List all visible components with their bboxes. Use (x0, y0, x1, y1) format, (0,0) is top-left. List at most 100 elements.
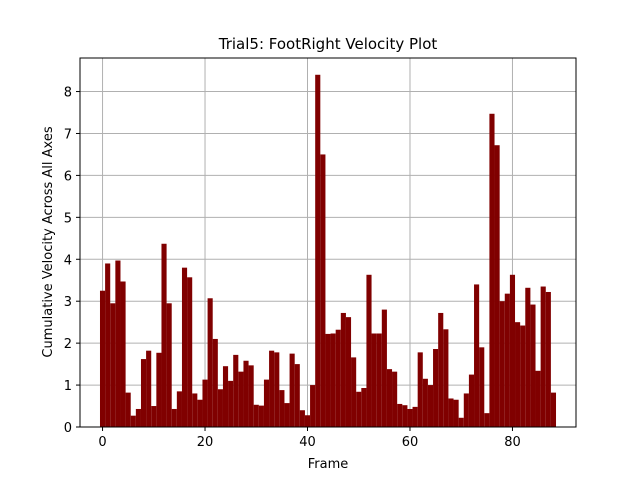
bar (351, 357, 357, 427)
x-tick-label: 60 (402, 435, 419, 450)
y-tick-label: 7 (64, 127, 72, 142)
bar (284, 403, 290, 427)
bar-series (99, 74, 557, 427)
bar (330, 333, 336, 427)
bar (376, 333, 382, 427)
bar (289, 353, 295, 427)
bar (494, 145, 500, 427)
bar (540, 286, 546, 427)
bar (120, 281, 126, 427)
x-tick-label: 80 (504, 435, 521, 450)
bar (130, 415, 136, 427)
plot-frame (79, 57, 577, 428)
bar (217, 389, 223, 427)
bar (499, 301, 505, 427)
bar (381, 309, 387, 427)
bar (105, 263, 111, 427)
bar (269, 350, 275, 427)
bar (315, 74, 321, 427)
y-tick-label: 3 (64, 295, 72, 310)
bar (258, 405, 264, 427)
y-tick-label: 0 (64, 421, 72, 436)
bar (228, 380, 234, 427)
bar (274, 352, 280, 427)
chart-title: Trial5: FootRight Velocity Plot (218, 35, 438, 53)
bar (192, 393, 198, 427)
bar (448, 398, 454, 427)
bar (248, 365, 254, 427)
bar (392, 371, 398, 427)
bar (294, 364, 300, 427)
bar (335, 329, 341, 427)
bar (525, 287, 531, 427)
bar (407, 408, 413, 427)
bar (356, 391, 362, 427)
bar (304, 415, 311, 427)
y-axis-ticks: 0 1 2 3 4 5 6 7 8 (64, 86, 80, 436)
bar (386, 369, 393, 427)
bar (340, 312, 346, 427)
bar (146, 350, 152, 427)
y-tick-label: 6 (64, 169, 72, 184)
bar (99, 290, 106, 427)
bar (366, 274, 372, 427)
bar (238, 371, 244, 427)
bar (325, 333, 331, 427)
y-tick-label: 5 (64, 211, 72, 226)
y-tick-label: 8 (64, 86, 72, 101)
bar (458, 417, 464, 427)
bar (433, 349, 439, 427)
bar (520, 325, 526, 427)
x-tick-label: 0 (98, 435, 106, 450)
x-axis-ticks: 0 20 40 60 80 (98, 427, 521, 450)
y-tick-label: 2 (64, 337, 72, 352)
bar (320, 154, 326, 427)
bar (233, 354, 239, 427)
bar (530, 304, 536, 427)
x-axis-label: Frame (308, 457, 349, 472)
bar (479, 347, 485, 427)
bar (176, 391, 182, 427)
bar (422, 378, 428, 427)
bar (515, 322, 521, 427)
bar (371, 333, 377, 427)
y-tick-label: 1 (64, 379, 72, 394)
bar (135, 408, 141, 427)
bar (161, 243, 167, 427)
bar (197, 399, 203, 427)
bar (463, 393, 469, 427)
y-axis-label: Cumulative Velocity Across All Axes (41, 126, 56, 357)
bar (222, 366, 229, 427)
x-tick-label: 20 (197, 435, 214, 450)
bar (550, 392, 557, 427)
bar (489, 113, 495, 427)
bar (279, 390, 285, 427)
bar (310, 385, 316, 427)
bar (474, 284, 480, 427)
bar (110, 303, 116, 427)
bar (181, 267, 188, 427)
bar (207, 298, 213, 427)
bar (504, 293, 510, 427)
bar (397, 403, 403, 427)
bar (151, 406, 157, 427)
y-tick-label: 4 (64, 253, 72, 268)
bar (115, 260, 121, 427)
bar (263, 379, 270, 427)
bar (545, 291, 551, 427)
bar (243, 360, 249, 427)
bar (535, 370, 541, 427)
bar (484, 413, 490, 427)
bar (166, 303, 172, 427)
bar (125, 392, 131, 427)
bar (509, 274, 516, 427)
bar (253, 404, 259, 427)
bar (156, 352, 162, 427)
bar (453, 399, 459, 427)
bar (345, 317, 352, 427)
bar (140, 359, 147, 427)
bar (438, 312, 444, 427)
bar (417, 352, 423, 427)
bar (402, 405, 408, 427)
